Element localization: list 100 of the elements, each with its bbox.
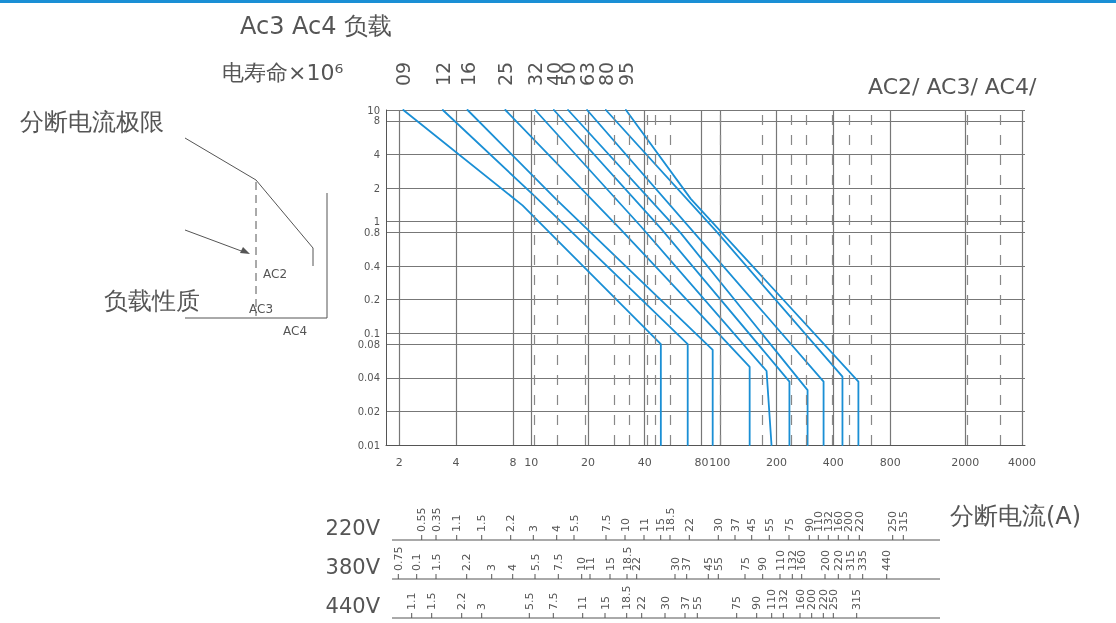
x-tick-label: 2000 [951,456,980,469]
text: 75 [782,518,796,532]
text: 380V [325,555,381,579]
y-tick-label: 0.04 [357,372,380,384]
x-tick-label: 40 [637,456,652,469]
x-tick-label: 200 [766,456,788,469]
y-axis-title: 电寿命×10⁶ [222,59,344,87]
text: 5.5 [528,553,542,571]
text: 37 [678,596,692,610]
text: 1.5 [475,514,489,532]
text: 90 [756,557,770,571]
text: 2.2 [460,553,474,571]
x-tick-label: 2 [395,456,403,469]
x-tick-label: 10 [524,456,539,469]
text: 1.5 [429,553,443,571]
y-tick-label: 1 [373,216,380,228]
text: 132 [776,589,790,610]
text: 2.2 [455,592,469,610]
text: 30 [711,518,725,532]
text: 110 [765,589,779,610]
text: AC2/ AC3/ AC4/ [868,74,1037,99]
text: 22 [630,557,644,571]
y-tick-label: 0.2 [364,294,380,306]
text: 1.1 [405,592,419,610]
y-tick-label: 0.02 [357,405,380,417]
text: 18.5 [663,507,677,532]
text: 3 [485,564,499,571]
text: 55 [690,596,704,610]
text: 18.5 [620,585,634,610]
x-tick-label: 800 [879,456,901,469]
x-axis-title: 分断电流(A) [950,501,1082,532]
x-tick-label: 100 [709,456,731,469]
x-tick-label: 80 [694,456,709,469]
text: 3 [526,525,540,532]
text: 45 [745,518,759,532]
text: 37 [680,557,694,571]
text: 11 [576,596,590,610]
text: 12 [431,61,454,86]
text: 0.75 [391,546,405,571]
text: 5.5 [567,514,581,532]
text: 75 [738,557,752,571]
text: 160 [793,589,807,610]
text: 5.5 [522,592,536,610]
text: 315 [843,550,857,571]
text: 7.5 [551,553,565,571]
text: 10 [618,518,632,532]
text: 负载性质 [104,286,200,317]
text: AC4 [283,324,308,338]
text: 200 [805,589,819,610]
text: 7.5 [599,514,613,532]
text: 0.55 [415,507,429,532]
text: 95 [614,61,637,86]
text: 1.1 [450,514,464,532]
text: 0.1 [410,553,424,571]
text: 55 [762,518,776,532]
y-tick-label: 0.1 [364,327,380,339]
y-tick-label: 0.01 [357,439,380,451]
text: 440V [325,594,381,618]
text: 220 [852,511,866,532]
text: 110 [773,550,787,571]
y-tick-label: 0.4 [364,260,380,272]
text: 09 [392,61,415,86]
chart-title: Ac3 Ac4 负载 [240,11,393,42]
y-tick-label: 4 [373,148,380,160]
text: 160 [795,550,809,571]
text: 分断电流极限 [20,107,164,138]
text: 220 [831,550,845,571]
y-tick-label: 2 [373,182,380,194]
text: 1.5 [425,592,439,610]
y-tick-label: 10 [367,104,380,116]
text: AC2 [263,267,288,281]
x-tick-label: 20 [580,456,595,469]
x-tick-label: 4 [452,456,460,469]
y-tick-label: 8 [373,115,380,127]
x-tick-label: 400 [822,456,844,469]
text: 75 [730,596,744,610]
text: 4 [506,564,520,571]
text: 90 [750,596,764,610]
text: 335 [856,550,870,571]
text: 2.2 [504,514,518,532]
text: AC3 [249,302,274,316]
text: 32 [524,61,547,86]
text: 22 [682,518,696,532]
text: 25 [494,61,517,86]
text: 0.35 [429,507,443,532]
y-tick-label: 0.08 [357,338,380,350]
text: 15 [603,557,617,571]
text: 30 [658,596,672,610]
x-tick-label: 4000 [1007,456,1036,469]
text: 30 [668,557,682,571]
text: 37 [728,518,742,532]
text: 15 [598,596,612,610]
text: 315 [850,589,864,610]
text: 3 [475,603,489,610]
text: 16 [456,61,479,86]
text: 22 [635,596,649,610]
text: 200 [818,550,832,571]
y-tick-label: 0.8 [364,226,380,238]
text: 220V [325,516,381,540]
text: 440 [880,550,894,571]
